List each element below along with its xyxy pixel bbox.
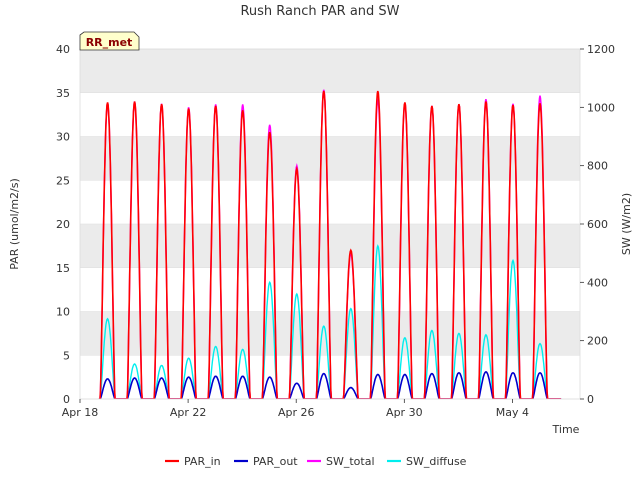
y-tick-right-200: 200 — [587, 335, 608, 348]
y-tick-right-800: 800 — [587, 160, 608, 173]
x-tick-label: Apr 26 — [278, 406, 315, 419]
y-tick-right-1200: 1200 — [587, 43, 615, 56]
y-tick-left-30: 30 — [56, 131, 70, 144]
series-line-par-in — [98, 90, 562, 399]
y-tick-left-20: 20 — [56, 218, 70, 231]
y-tick-right-400: 400 — [587, 276, 608, 289]
series-line-par-out — [98, 371, 562, 399]
legend-label-par-out: PAR_out — [253, 455, 298, 468]
y-axis-label-left: PAR (umol/m2/s) — [8, 178, 21, 270]
badge-label: RR_met — [86, 36, 133, 49]
x-tick-label: Apr 18 — [62, 406, 99, 419]
y-tick-left-40: 40 — [56, 43, 70, 56]
grid-band — [80, 136, 580, 181]
badge-box — [79, 31, 140, 51]
y-axis-label-right: SW (W/m2) — [620, 193, 633, 255]
legend-label-par-in: PAR_in — [184, 455, 221, 468]
y-tick-left-25: 25 — [56, 174, 70, 187]
grid-band — [80, 224, 580, 268]
x-tick-label: Apr 30 — [386, 406, 423, 419]
y-tick-right-600: 600 — [587, 218, 608, 231]
chart-title: Rush Ranch PAR and SW — [240, 4, 399, 19]
y-tick-left-35: 35 — [56, 87, 70, 100]
grid-band — [80, 49, 580, 93]
legend-label-sw-diffuse: SW_diffuse — [406, 455, 467, 468]
y-tick-left-10: 10 — [56, 306, 70, 319]
y-tick-right-0: 0 — [587, 393, 594, 406]
y-tick-right-1000: 1000 — [587, 101, 615, 114]
legend-label-sw-total: SW_total — [326, 455, 375, 468]
y-tick-left-5: 5 — [63, 349, 70, 362]
x-tick-label: Apr 22 — [170, 406, 207, 419]
x-tick-label: May 4 — [496, 406, 529, 419]
y-tick-left-15: 15 — [56, 262, 70, 275]
x-axis-label: Time — [552, 423, 580, 436]
y-tick-left-0: 0 — [63, 393, 70, 406]
